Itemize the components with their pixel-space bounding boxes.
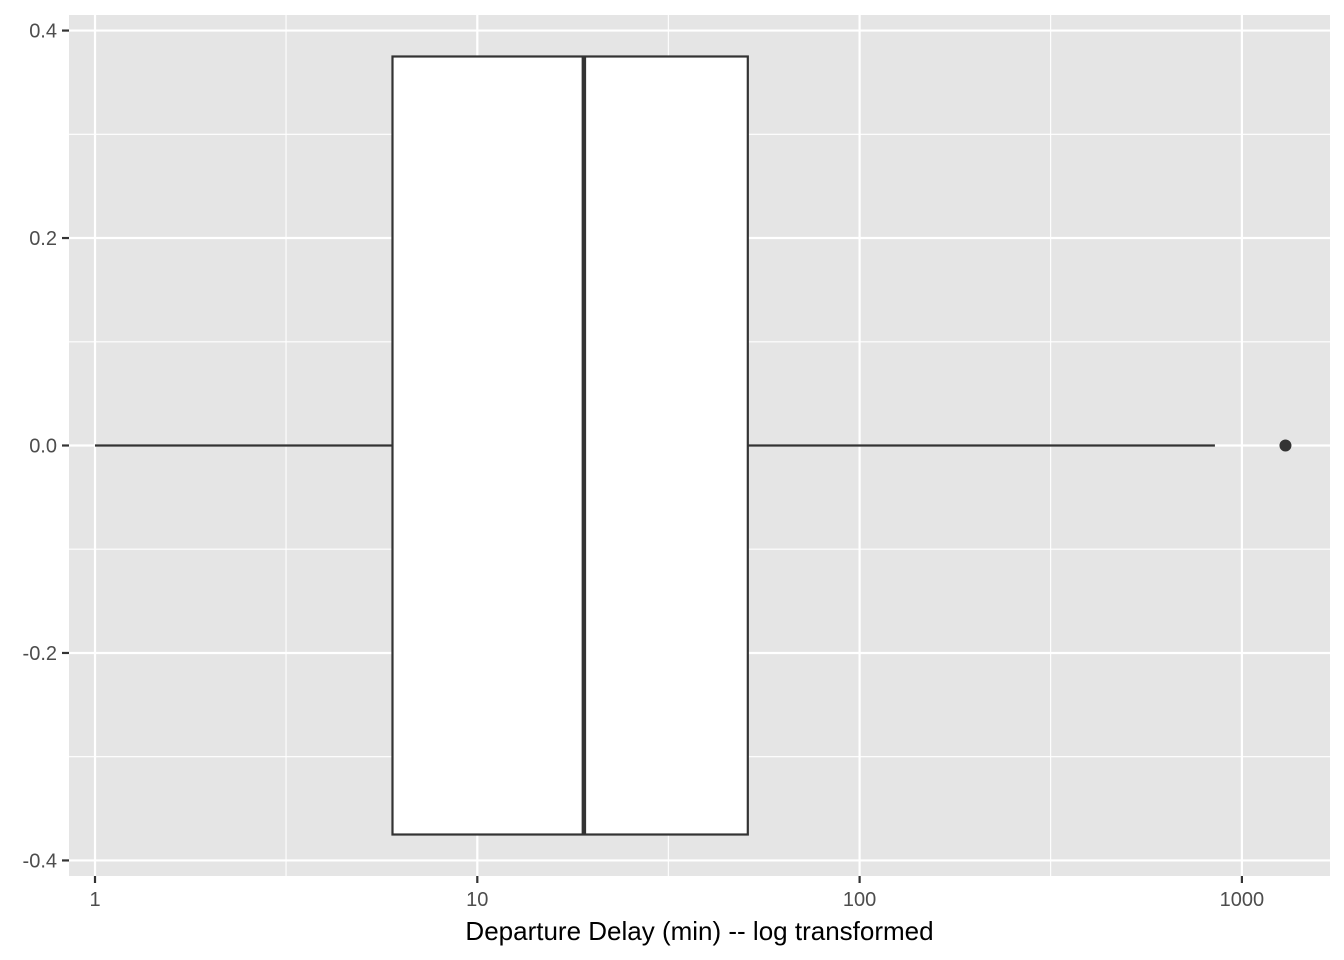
y-tick-label: 0.4: [29, 21, 57, 43]
y-tick-label: 0.2: [29, 228, 57, 250]
y-tick-label: -0.4: [23, 850, 57, 872]
outlier-point: [1279, 440, 1291, 452]
y-tick-label: 0.0: [29, 436, 57, 458]
x-axis-title: Departure Delay (min) -- log transformed: [465, 916, 933, 946]
iqr-box: [392, 56, 747, 834]
x-tick-label: 1: [89, 889, 100, 911]
y-tick-label: -0.2: [23, 643, 57, 665]
x-tick-label: 10: [466, 889, 488, 911]
x-tick-label: 1000: [1220, 889, 1265, 911]
x-tick-label: 100: [843, 889, 876, 911]
